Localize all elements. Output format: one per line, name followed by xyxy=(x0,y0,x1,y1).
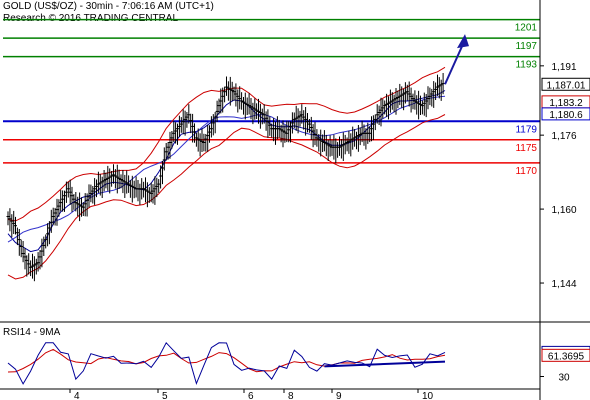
rsi-line xyxy=(7,341,446,386)
level-label-1175: 1175 xyxy=(515,143,537,154)
price-tag-box-ma xyxy=(541,107,590,121)
rsi-tag-rsi_ma: 61.3695 xyxy=(541,348,590,362)
level-lines: 1201 1197 1193 1179 1175 1170 xyxy=(3,18,540,177)
price-tag-label-bb: 1,183.2 xyxy=(549,98,583,109)
price-tag-ma: 1,180.6 xyxy=(541,107,590,121)
y-tick-label-1176: 1,176 xyxy=(551,131,576,142)
x-tick-label-6: 6 xyxy=(248,391,254,400)
time-axis: 4 5 6 8 9 10 xyxy=(69,389,434,400)
price-tag-label-price: 1,187.01 xyxy=(547,80,586,91)
price-tag-label-ma: 1,180.6 xyxy=(549,110,583,121)
rsi-tag-label-rsi_ma: 61.3695 xyxy=(548,351,585,362)
y-tick-label-1160: 1,160 xyxy=(551,205,576,216)
price-tag-box-price xyxy=(541,77,590,91)
candlesticks xyxy=(6,73,445,282)
level-label-1179: 1179 xyxy=(515,124,537,135)
level-label-1197: 1197 xyxy=(515,41,537,52)
x-tick-label-4: 4 xyxy=(74,391,80,400)
rsi-title: RSI14 - 9MA xyxy=(3,327,61,338)
y-tick-label-1144: 1,144 xyxy=(551,279,576,290)
bollinger-lower xyxy=(7,114,446,280)
chart-title: GOLD (US$/OZ) - 30min - 7:06:16 AM (UTC+… xyxy=(3,1,214,12)
bollinger-bands xyxy=(7,66,446,280)
rsi-trendline xyxy=(324,360,446,368)
rsi-ma-line xyxy=(7,348,446,373)
forecast-arrow-head xyxy=(457,34,469,49)
chart-copyright: Research © 2016 TRADING CENTRAL xyxy=(3,13,179,24)
rsi-panel: 3065.722261.3695 xyxy=(7,341,590,386)
x-tick-label-10: 10 xyxy=(422,391,434,400)
level-label-1170: 1170 xyxy=(515,166,537,177)
rsi-tag-box-rsi_ma xyxy=(541,348,590,362)
x-tick-label-8: 8 xyxy=(288,391,294,400)
price-tag-price: 1,187.01 xyxy=(541,77,590,91)
price-tag-bb: 1,183.2 xyxy=(541,95,590,109)
rsi-tick-label-30: 30 xyxy=(558,373,570,384)
y-tick-label-1191: 1,191 xyxy=(551,62,576,73)
x-tick-label-5: 5 xyxy=(162,391,168,400)
level-label-1193: 1193 xyxy=(515,60,537,71)
x-tick-label-9: 9 xyxy=(336,391,342,400)
forecast-arrow xyxy=(444,34,469,85)
forecast-arrow-shaft xyxy=(444,43,464,85)
level-label-1201: 1201 xyxy=(515,23,538,34)
